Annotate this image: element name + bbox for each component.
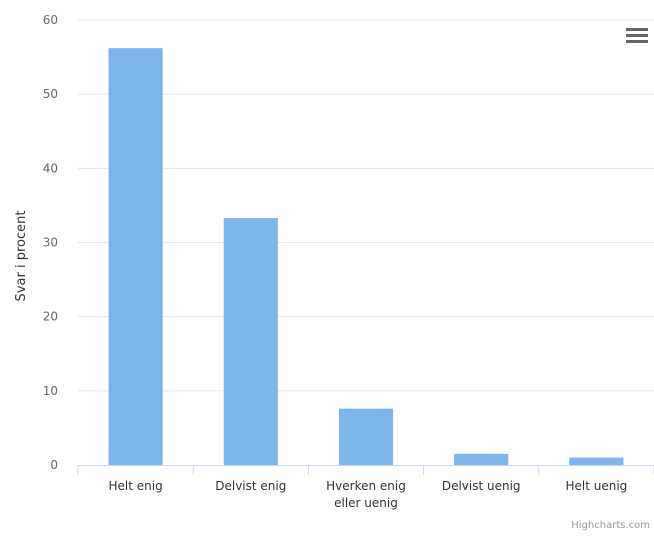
x-tick-label: Helt enig [108, 479, 162, 493]
y-tick-label: 50 [43, 87, 58, 101]
y-tick-label: 20 [43, 310, 58, 324]
credits-link[interactable]: Highcharts.com [571, 520, 650, 531]
bar[interactable] [338, 408, 394, 465]
y-tick-label: 10 [43, 384, 58, 398]
bars [108, 48, 624, 465]
x-tick-label: Hverken enig eller uenig [326, 479, 406, 510]
bar[interactable] [569, 457, 624, 465]
bar[interactable] [223, 218, 278, 465]
y-tick-label: 60 [43, 13, 58, 27]
y-tick-label: 40 [43, 161, 58, 175]
y-axis-title: Svar i procent [14, 211, 29, 302]
hamburger-menu-icon [626, 28, 648, 43]
axes: 0 10 20 30 40 50 60 Helt enig Delvist enig Hverke… [43, 13, 654, 510]
x-tick-label: Delvist enig [215, 479, 286, 493]
x-tick-label: Delvist uenig [442, 479, 521, 493]
chart-menu-button[interactable] [622, 22, 652, 46]
x-tick-label: Helt uenig [565, 479, 627, 493]
bar[interactable] [454, 453, 509, 465]
y-tick-label: 30 [43, 236, 58, 250]
gridlines [78, 19, 654, 392]
y-tick-label: 0 [50, 458, 58, 472]
bar[interactable] [108, 48, 163, 465]
